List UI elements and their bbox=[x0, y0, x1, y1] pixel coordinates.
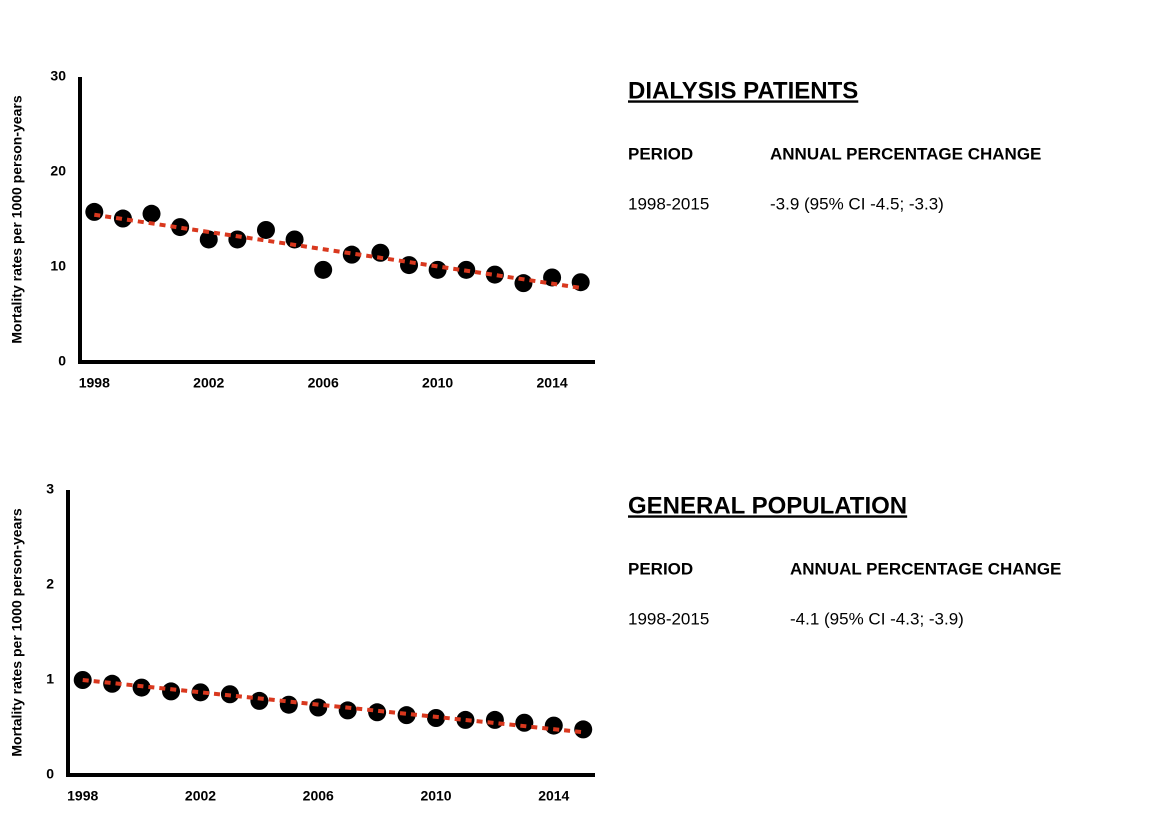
y-axis-label: Mortality rates per 1000 person-years bbox=[9, 508, 25, 756]
point bbox=[338, 701, 357, 720]
point bbox=[250, 691, 269, 710]
x-tick-label: 1998 bbox=[79, 375, 110, 391]
trend-line bbox=[82, 678, 584, 735]
panel-header: PERIOD bbox=[628, 144, 693, 163]
point bbox=[397, 706, 416, 725]
y-tick-label: 2 bbox=[46, 576, 54, 592]
point bbox=[543, 268, 562, 287]
y-tick-label: 0 bbox=[58, 353, 66, 369]
y-tick-label: 20 bbox=[50, 163, 66, 179]
x-tick-label: 1998 bbox=[67, 788, 98, 804]
point bbox=[191, 683, 210, 702]
x-tick-label: 2002 bbox=[185, 788, 216, 804]
point bbox=[574, 720, 593, 739]
point bbox=[368, 703, 387, 722]
point bbox=[314, 260, 333, 279]
panel-cell: 1998-2015 bbox=[628, 194, 709, 213]
point bbox=[142, 204, 161, 223]
point bbox=[428, 260, 447, 279]
point bbox=[485, 710, 504, 729]
point bbox=[342, 245, 361, 264]
point bbox=[515, 713, 534, 732]
point bbox=[456, 710, 475, 729]
point bbox=[544, 716, 563, 735]
y-tick-label: 3 bbox=[46, 481, 54, 497]
x-tick-label: 2006 bbox=[303, 788, 334, 804]
point bbox=[228, 230, 247, 249]
point bbox=[171, 218, 190, 237]
x-tick-label: 2010 bbox=[422, 375, 453, 391]
x-tick-label: 2002 bbox=[193, 375, 224, 391]
y-axis-label: Mortality rates per 1000 person-years bbox=[9, 95, 25, 343]
point bbox=[371, 243, 390, 262]
point bbox=[199, 230, 218, 249]
trend-line bbox=[94, 212, 581, 290]
x-tick-label: 2014 bbox=[538, 788, 569, 804]
panel-title: GENERAL POPULATION bbox=[628, 492, 907, 519]
point bbox=[285, 230, 304, 249]
panel-header: ANNUAL PERCENTAGE CHANGE bbox=[770, 144, 1041, 163]
panel-header: ANNUAL PERCENTAGE CHANGE bbox=[790, 559, 1061, 578]
y-tick-label: 1 bbox=[46, 671, 54, 687]
x-tick-label: 2010 bbox=[420, 788, 451, 804]
point bbox=[485, 265, 504, 284]
point bbox=[279, 695, 298, 714]
point bbox=[309, 698, 328, 717]
y-tick-label: 0 bbox=[46, 766, 54, 782]
panel-cell: -4.1 (95% CI -4.3; -3.9) bbox=[790, 609, 964, 628]
point bbox=[514, 274, 533, 293]
point bbox=[162, 682, 181, 701]
point bbox=[103, 674, 122, 693]
panel-header: PERIOD bbox=[628, 559, 693, 578]
x-tick-label: 2006 bbox=[308, 375, 339, 391]
point bbox=[256, 220, 275, 239]
point bbox=[85, 202, 104, 221]
y-tick-label: 30 bbox=[50, 68, 66, 84]
y-tick-label: 10 bbox=[50, 258, 66, 274]
panel-cell: 1998-2015 bbox=[628, 609, 709, 628]
point bbox=[113, 209, 132, 228]
panel-title: DIALYSIS PATIENTS bbox=[628, 77, 858, 104]
x-tick-label: 2014 bbox=[537, 375, 568, 391]
point bbox=[400, 256, 419, 275]
panel-cell: -3.9 (95% CI -4.5; -3.3) bbox=[770, 194, 944, 213]
